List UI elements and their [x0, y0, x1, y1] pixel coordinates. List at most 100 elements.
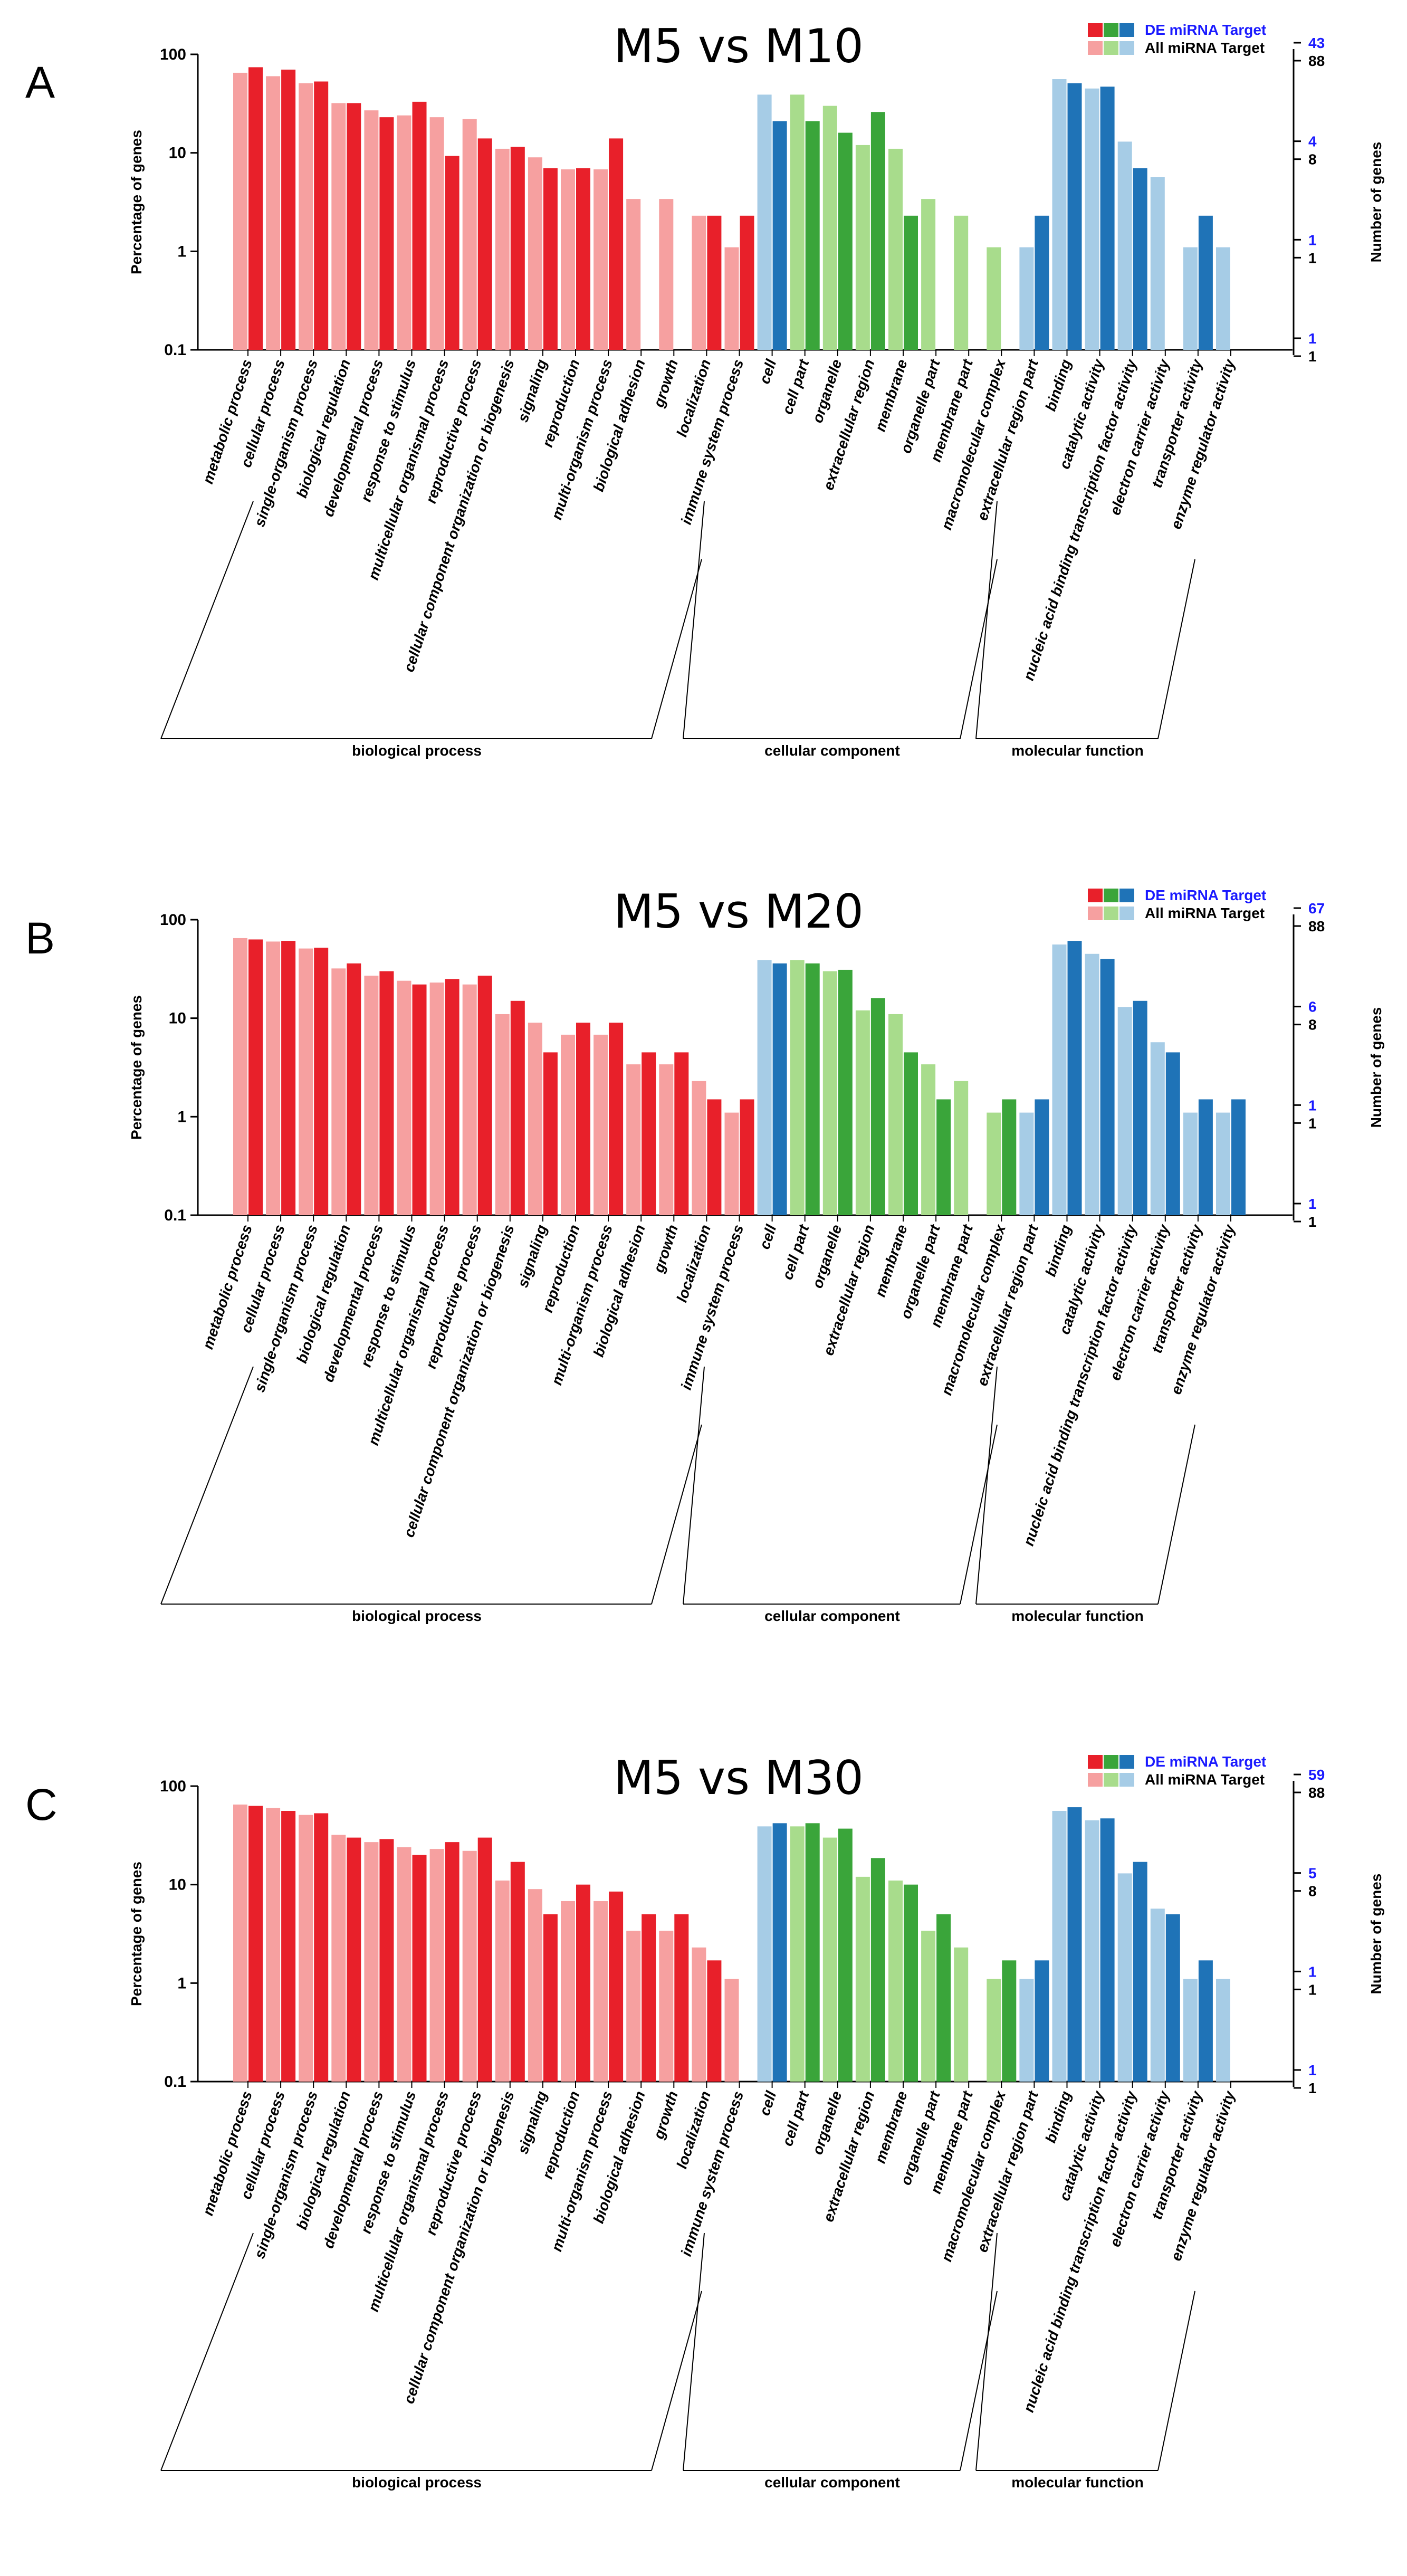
bar-de-target [1133, 1862, 1147, 2082]
group-bracket-right [651, 559, 702, 739]
bar-all-target [561, 169, 575, 350]
bar-de-target [412, 1855, 427, 2082]
bar-all-target [495, 148, 510, 350]
bar-de-target [1100, 1818, 1115, 2082]
bar-de-target [936, 1099, 951, 1215]
bar-de-target [379, 971, 394, 1215]
bar-de-target [281, 1811, 296, 2082]
bar-de-target [740, 215, 754, 350]
bar-all-target [397, 115, 411, 350]
bar-de-target [1002, 1099, 1017, 1215]
group-bracket-right [651, 1424, 702, 1605]
bar-all-target [1150, 1042, 1165, 1215]
bar-de-target [248, 1806, 263, 2082]
bar-de-target [477, 138, 492, 350]
panel-letter-a: A [25, 58, 55, 107]
bar-all-target [790, 960, 805, 1215]
bar-all-target [954, 1947, 969, 2082]
group-label: molecular function [1011, 742, 1143, 759]
bar-de-target [379, 117, 394, 350]
bar-de-target [576, 1023, 590, 1215]
bar-all-target [1183, 247, 1198, 350]
bar-all-target [724, 1979, 739, 2082]
bar-de-target [477, 1837, 492, 2082]
bar-all-target [1085, 953, 1099, 1215]
bar-all-target [561, 1034, 575, 1215]
bar-de-target [347, 1837, 361, 2082]
group-bracket-left [975, 2232, 998, 2471]
bar-all-target [462, 119, 477, 350]
group-bracket-right [651, 2291, 702, 2471]
bar-all-target [266, 1808, 281, 2082]
bar-de-target [510, 1000, 525, 1215]
bar-de-target [1035, 1099, 1049, 1215]
group-bracket-left [975, 1366, 998, 1605]
bar-de-target [510, 147, 525, 350]
legend-all-label: All miRNA Target [1145, 905, 1265, 921]
bar-all-target [331, 103, 346, 350]
category-label: organelle [809, 1223, 845, 1290]
right-tick-label-all: 8 [1308, 1883, 1317, 1900]
bar-all-target [462, 1850, 477, 2082]
bar-all-target [1216, 247, 1230, 350]
bar-all-target [757, 94, 772, 350]
legend-swatch-de [1119, 23, 1134, 37]
bar-de-target [379, 1839, 394, 2082]
bar-all-target [299, 83, 313, 350]
bar-de-target [772, 963, 787, 1215]
bar-all-target [331, 1835, 346, 2082]
bar-all-target [561, 1901, 575, 2082]
right-tick-label-all: 1 [1308, 1115, 1317, 1131]
bar-de-target [609, 138, 624, 350]
bar-all-target [364, 976, 379, 1215]
bar-de-target [936, 1914, 951, 2082]
bar-all-target [1150, 1909, 1165, 2082]
bar-all-target [626, 199, 641, 350]
category-label: membrane [872, 2089, 910, 2165]
bar-de-target [314, 1813, 329, 2082]
legend-swatch-de [1119, 1755, 1134, 1769]
bar-all-target [364, 1842, 379, 2082]
chart-title: M5 vs M30 [614, 1751, 864, 1805]
bar-all-target [594, 1034, 608, 1215]
bar-de-target [1002, 1960, 1017, 2082]
bar-all-target [888, 1014, 903, 1215]
category-label: binding [1042, 357, 1074, 413]
legend-swatch-all [1088, 907, 1103, 920]
category-label: growth [650, 357, 681, 409]
bar-all-target [397, 1847, 411, 2082]
right-tick-label-all: 88 [1308, 918, 1325, 934]
bar-de-target [904, 1052, 918, 1215]
right-tick-label-de: 5 [1308, 1865, 1317, 1882]
right-tick-label-de: 1 [1308, 1196, 1317, 1212]
bar-all-target [1019, 1979, 1034, 2082]
legend-de-label: DE miRNA Target [1145, 22, 1266, 38]
bar-de-target [1100, 959, 1115, 1215]
category-label: cell [756, 2088, 779, 2117]
group-bracket-left [160, 501, 254, 739]
legend-swatch-de [1119, 889, 1134, 902]
right-tick-label-all: 1 [1308, 2080, 1317, 2096]
legend-swatch-de [1104, 889, 1118, 902]
panel-letter-c: C [25, 1780, 58, 1829]
bar-de-target [543, 168, 558, 350]
bar-all-target [528, 157, 542, 350]
legend-swatch-de [1104, 1755, 1118, 1769]
bar-all-target [1183, 1112, 1198, 1215]
category-label: immune system process [678, 2089, 746, 2258]
bar-de-target [412, 984, 427, 1215]
bar-all-target [1150, 177, 1165, 350]
bar-all-target [462, 984, 477, 1215]
category-label: membrane [872, 1223, 910, 1299]
bar-all-target [921, 199, 936, 350]
group-bracket-left [160, 2232, 254, 2471]
bar-de-target [248, 67, 263, 350]
bar-de-target [870, 1858, 885, 2082]
bar-all-target [692, 1081, 706, 1215]
bar-all-target [626, 1931, 641, 2082]
bar-all-target [1085, 1820, 1099, 2082]
category-label: cell [756, 1222, 779, 1251]
category-label: multi-organism process [548, 1223, 616, 1387]
